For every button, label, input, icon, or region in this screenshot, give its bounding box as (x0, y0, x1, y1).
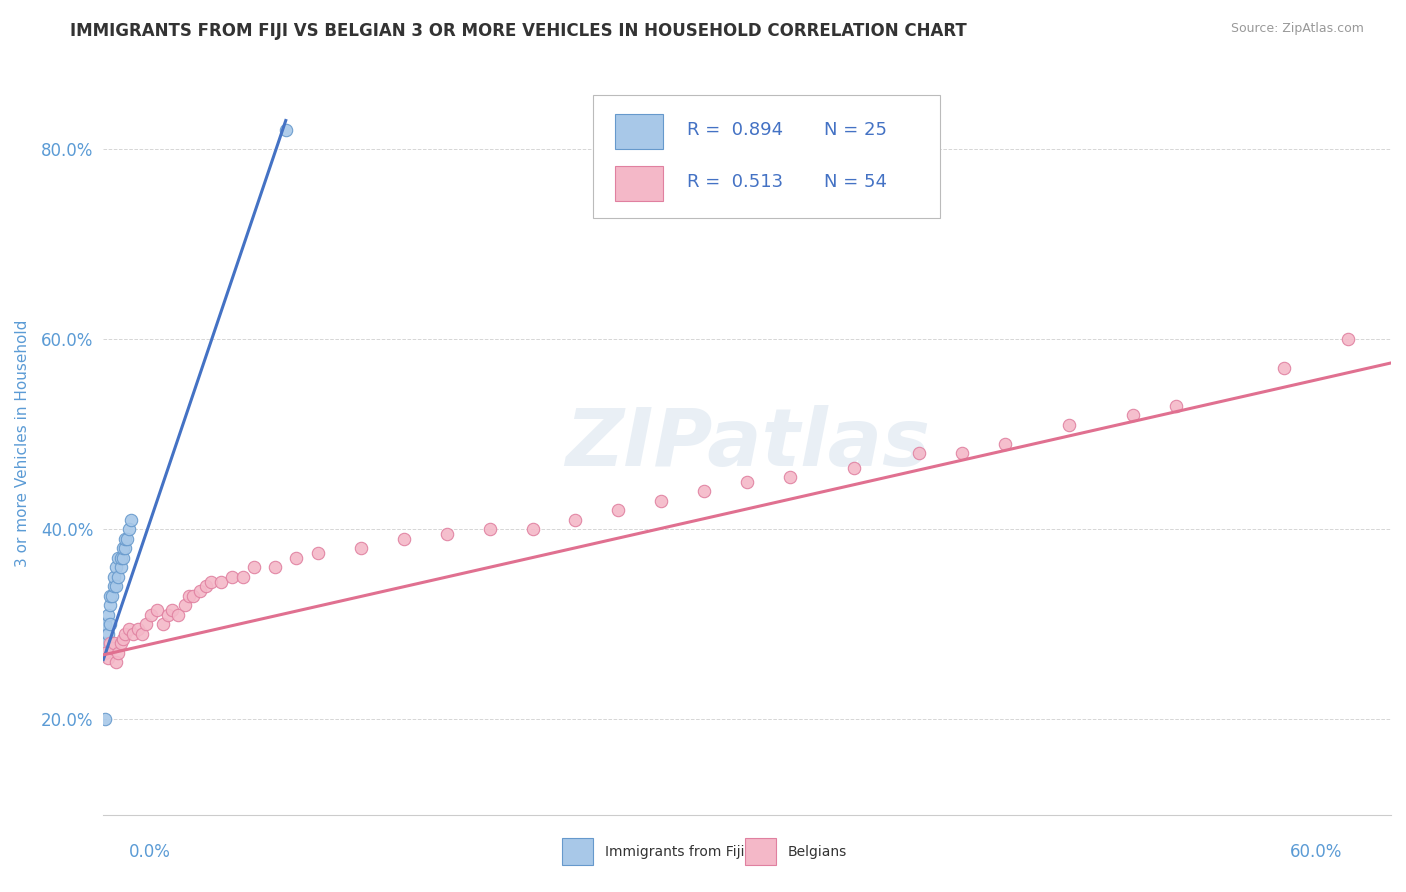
Point (232, 570, 254, 584)
Point (97, 607, 120, 622)
Text: ZIPatlas: ZIPatlas (565, 405, 929, 483)
Text: N = 54: N = 54 (824, 173, 887, 191)
Point (200, 574, 222, 589)
Point (908, 446, 931, 460)
Point (650, 493, 672, 508)
Point (242, 560, 264, 574)
Text: N = 25: N = 25 (824, 121, 887, 139)
Point (1057, 417, 1080, 432)
Point (110, 550, 132, 565)
Point (179, 589, 201, 603)
Text: IMMIGRANTS FROM FIJI VS BELGIAN 3 OR MORE VEHICLES IN HOUSEHOLD CORRELATION CHAR: IMMIGRANTS FROM FIJI VS BELGIAN 3 OR MOR… (70, 22, 967, 40)
Point (107, 570, 129, 584)
Point (107, 646, 129, 660)
Point (111, 632, 134, 646)
Point (111, 541, 134, 556)
Point (564, 513, 586, 527)
Point (1337, 332, 1360, 346)
Point (209, 574, 232, 589)
Point (950, 446, 973, 460)
Text: Source: ZipAtlas.com: Source: ZipAtlas.com (1230, 22, 1364, 36)
Point (195, 579, 218, 593)
Point (183, 589, 205, 603)
Bar (614, 114, 664, 149)
Text: R =  0.894: R = 0.894 (686, 121, 783, 139)
Point (994, 436, 1017, 450)
Point (97, 627, 120, 641)
Point (167, 607, 190, 622)
Point (844, 460, 866, 475)
Point (160, 603, 183, 617)
Point (103, 636, 125, 650)
Point (127, 622, 149, 636)
Point (114, 532, 136, 546)
Point (98, 599, 121, 613)
Point (478, 522, 501, 536)
Text: R =  0.513: R = 0.513 (686, 173, 783, 191)
Point (1122, 409, 1144, 423)
Point (131, 627, 153, 641)
Point (105, 560, 128, 574)
Point (105, 579, 128, 593)
Bar (614, 166, 664, 202)
Point (139, 607, 162, 622)
Y-axis label: 3 or more Vehicles in Household: 3 or more Vehicles in Household (15, 320, 30, 567)
Point (105, 656, 128, 670)
Point (94, 646, 117, 660)
Point (156, 607, 179, 622)
Point (107, 550, 129, 565)
Point (120, 513, 142, 527)
Point (307, 546, 329, 560)
Point (436, 527, 458, 541)
Point (110, 560, 132, 574)
Point (188, 584, 211, 599)
Point (118, 522, 141, 536)
Point (1272, 360, 1295, 375)
Point (103, 579, 125, 593)
Point (114, 541, 136, 556)
Point (152, 617, 174, 632)
Point (110, 636, 132, 650)
Point (135, 617, 157, 632)
Point (98, 636, 121, 650)
Point (97, 650, 120, 665)
Point (607, 503, 630, 517)
Point (264, 560, 287, 574)
Point (122, 627, 145, 641)
Point (173, 599, 195, 613)
Point (101, 589, 124, 603)
Point (103, 570, 125, 584)
FancyBboxPatch shape (593, 95, 941, 218)
Point (285, 550, 308, 565)
Point (111, 550, 134, 565)
Text: Belgians: Belgians (787, 845, 846, 859)
Point (693, 484, 716, 499)
Point (94, 636, 117, 650)
Point (350, 541, 373, 556)
Point (221, 570, 243, 584)
Point (114, 627, 136, 641)
Point (779, 470, 801, 484)
Point (101, 641, 124, 656)
Point (146, 603, 169, 617)
Point (98, 589, 121, 603)
Point (392, 532, 415, 546)
Point (115, 532, 138, 546)
Point (735, 475, 758, 489)
Point (94, 617, 117, 632)
Point (98, 617, 121, 632)
Point (94, 713, 117, 727)
Point (118, 622, 141, 636)
Point (274, 123, 297, 137)
Point (522, 522, 544, 536)
Point (1166, 399, 1188, 413)
Text: 0.0%: 0.0% (129, 843, 172, 861)
Text: Immigrants from Fiji: Immigrants from Fiji (605, 845, 744, 859)
Text: 60.0%: 60.0% (1291, 843, 1343, 861)
